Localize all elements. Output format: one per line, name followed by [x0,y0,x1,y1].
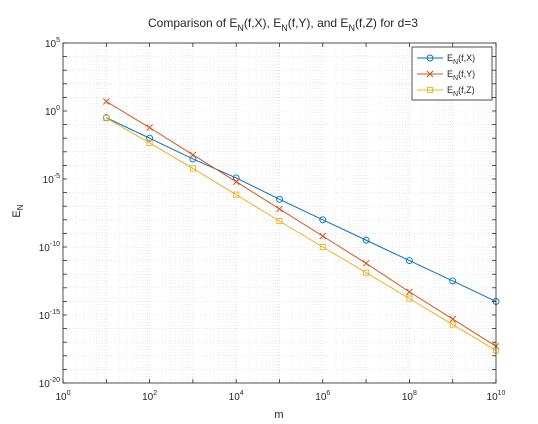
x-tick-label: 108 [402,390,417,403]
title-text-part: (f,X), E [244,16,281,30]
legend-box [411,46,493,101]
y-tick-label: 105 [45,37,60,50]
title-subscript: N [237,23,244,33]
x-tick-label: 1010 [487,390,506,403]
series-1 [102,114,500,305]
legend-label: EN(f,Y) [447,69,475,82]
series-layer [102,98,500,354]
data-point [276,195,283,203]
legend-label: EN(f,Z) [447,85,475,98]
title-subscript: N [348,23,355,33]
series-2 [102,98,500,350]
data-point [146,124,153,131]
x-tick-label: 106 [315,390,330,403]
data-point [319,216,327,224]
data-point [276,205,283,213]
data-point [319,232,327,240]
y-tick-label: 10-20 [39,377,60,390]
y-tick-label: 10-5 [43,173,60,186]
data-point [363,269,370,276]
legend-item: EN(f,Y) [417,69,475,82]
legend-item: EN(f,X) [417,53,475,66]
data-point [146,139,153,146]
title-text-part: Comparison of E [148,16,237,30]
legend-marker [426,86,434,94]
data-point [449,315,457,323]
title-text-part: (f,Y), and E [288,16,349,30]
title-text-part: (f,Z) for d=3 [355,16,418,30]
series-line [106,117,497,351]
data-point [102,98,110,105]
y-tick-label: 10-10 [39,241,60,254]
data-point [232,174,240,182]
chart-title: Comparison of EN(f,X), EN(f,Y), and EN(f… [148,16,418,33]
data-point [406,288,413,296]
data-point [146,134,154,142]
axis-ticks [62,42,497,384]
x-tick-label: 100 [55,390,70,403]
legend-label: EN(f,X) [447,53,475,66]
x-tick-labels: 100 102 104 106 108 1010 [55,390,505,403]
data-point [449,277,457,285]
legend: EN(f,X) EN(f,Y) EN(f,Z) [411,46,493,101]
series-line [106,117,497,302]
legend-marker [426,54,434,62]
data-point [189,151,197,159]
data-point [189,155,197,163]
y-label-subscript: N [16,204,25,210]
y-tick-labels: 10-20 10-15 10-10 10-5 100 105 [39,37,60,390]
legend-marker [426,70,434,78]
data-point [405,257,413,265]
y-axis-label: EN [11,204,25,217]
data-point [233,191,240,198]
data-point [362,259,370,267]
title-subscript: N [281,23,288,33]
data-point [319,243,326,251]
x-axis-label: m [274,409,283,421]
x-tick-label: 102 [142,390,157,403]
data-point [406,295,413,302]
y-tick-label: 10-15 [39,309,60,322]
data-point [232,178,240,186]
y-label-base: E [11,210,23,217]
data-point [103,115,110,122]
data-point [449,321,456,328]
series-line [106,101,497,347]
data-point [189,165,196,172]
x-tick-label: 104 [229,390,244,403]
data-point [362,236,370,244]
y-tick-label: 100 [45,105,60,118]
legend-item: EN(f,Z) [417,85,475,98]
data-point [276,218,283,225]
